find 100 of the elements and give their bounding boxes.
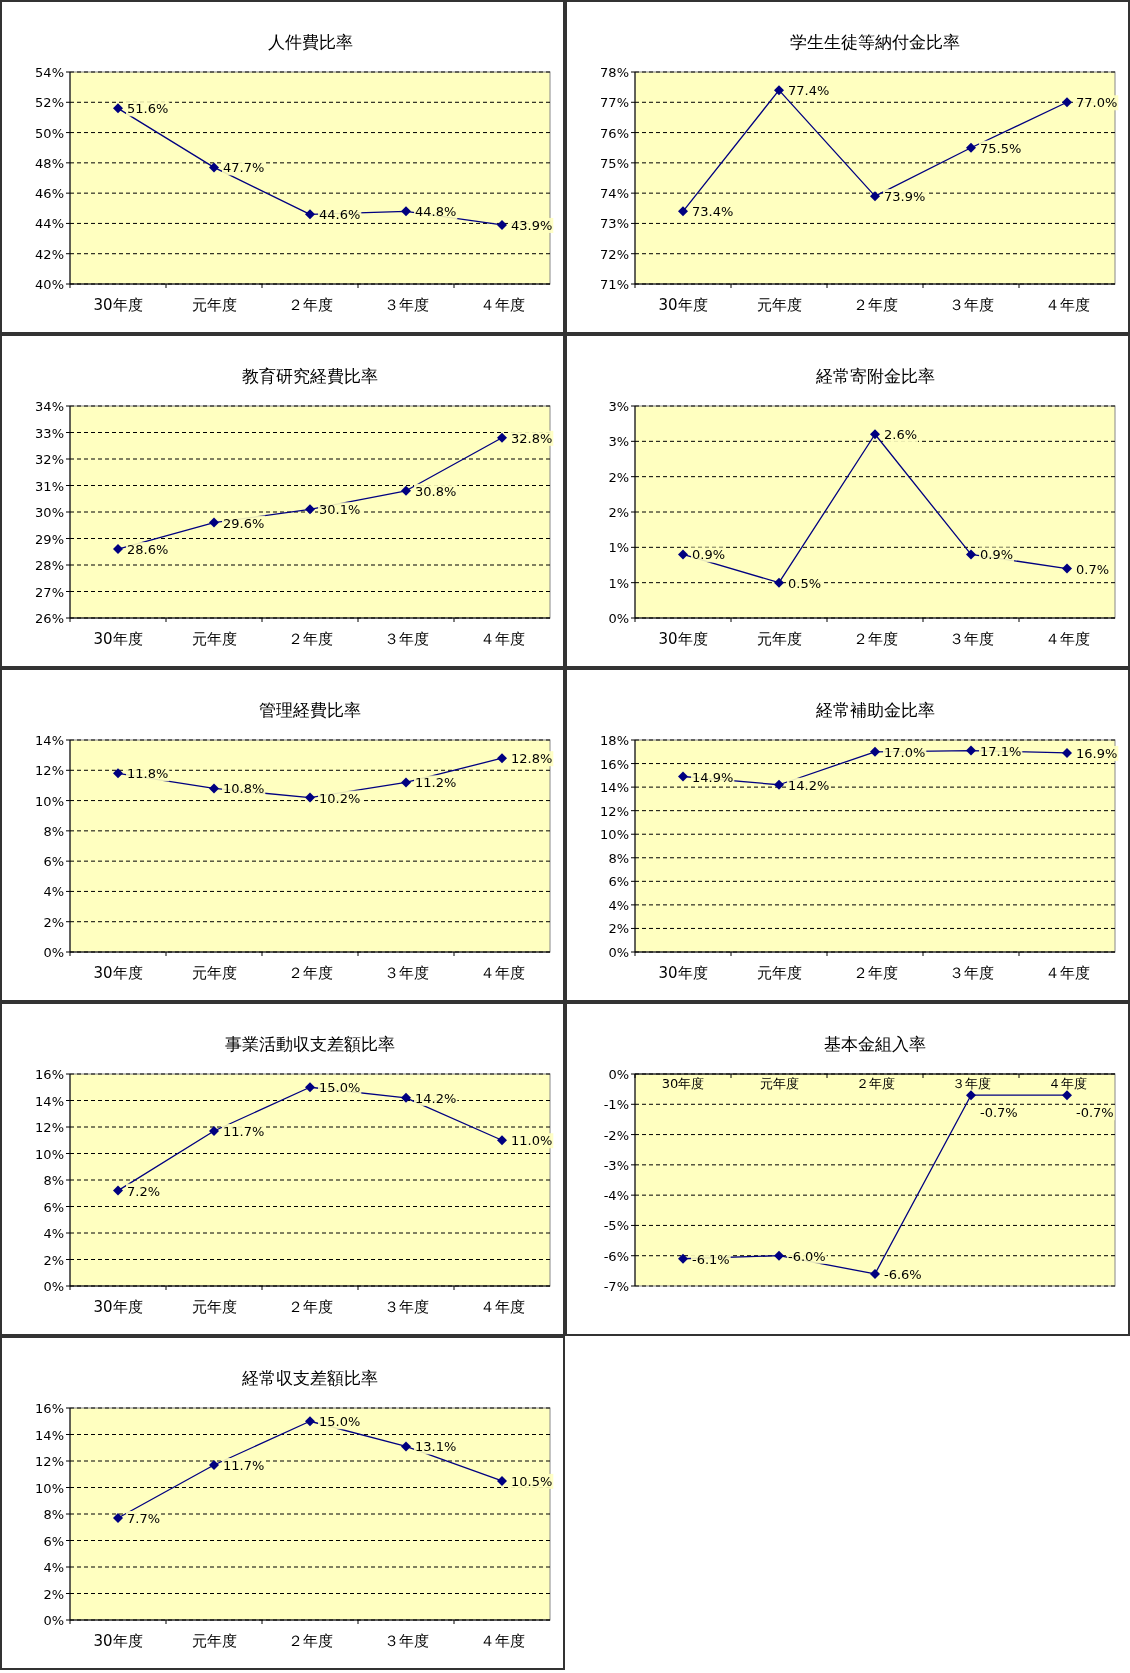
data-label: 12.8% xyxy=(511,751,553,767)
point xyxy=(870,191,880,202)
data-label: 75.5% xyxy=(980,140,1022,156)
point xyxy=(113,544,123,555)
point xyxy=(305,1416,315,1427)
data-label: 14.2% xyxy=(788,777,830,793)
data-label: 29.6% xyxy=(223,515,265,531)
data-label: 0.9% xyxy=(692,547,726,563)
y-tick-label: 74% xyxy=(600,186,629,202)
point xyxy=(497,1135,507,1146)
x-tick-label: 元年度 xyxy=(759,1076,799,1091)
x-tick-label: ４年度 xyxy=(479,630,525,648)
y-tick-label: 44% xyxy=(35,216,64,232)
y-tick-label: 18% xyxy=(600,733,629,748)
x-tick-label: 元年度 xyxy=(191,1632,237,1650)
point xyxy=(209,517,219,528)
x-tick-label: ３年度 xyxy=(951,1076,991,1091)
point xyxy=(209,1459,219,1470)
x-tick-label: 元年度 xyxy=(756,630,802,648)
y-tick-label: 50% xyxy=(35,125,64,141)
y-tick-label: 75% xyxy=(600,155,629,171)
y-tick-label: 54% xyxy=(35,65,64,80)
y-tick-label: 77% xyxy=(600,95,629,111)
data-label: 11.7% xyxy=(223,1457,265,1473)
y-tick-label: 71% xyxy=(600,277,629,292)
chart-title: 人件費比率 xyxy=(267,32,353,52)
point xyxy=(870,746,880,757)
y-tick-label: 0% xyxy=(43,1613,64,1628)
y-tick-label: -5% xyxy=(603,1218,629,1234)
y-tick-label: 6% xyxy=(43,1533,64,1549)
x-tick-label: 30年度 xyxy=(93,1298,143,1316)
y-tick-label: 34% xyxy=(35,399,64,414)
point xyxy=(1062,97,1072,108)
x-tick-label: ４年度 xyxy=(1044,296,1090,314)
y-tick-label: 33% xyxy=(35,425,64,441)
y-tick-label: 8% xyxy=(43,1173,64,1188)
point xyxy=(966,142,976,153)
data-label: 73.4% xyxy=(692,204,734,220)
data-label: 32.8% xyxy=(511,430,553,446)
y-tick-label: 46% xyxy=(35,186,64,202)
x-tick-label: ３年度 xyxy=(948,630,994,648)
x-tick-label: ４年度 xyxy=(1047,1076,1087,1091)
y-tick-label: 26% xyxy=(35,611,64,626)
x-tick-label: 元年度 xyxy=(756,296,802,314)
x-tick-label: ３年度 xyxy=(383,630,429,648)
data-label: 28.6% xyxy=(127,542,169,558)
point xyxy=(305,792,315,803)
y-tick-label: 8% xyxy=(43,1507,64,1522)
data-label: 44.8% xyxy=(415,204,457,220)
data-label: 30.1% xyxy=(319,502,361,518)
y-tick-label: 3% xyxy=(608,399,629,414)
y-tick-label: 2% xyxy=(608,469,629,485)
chart-title: 基本金組入率 xyxy=(824,1034,926,1054)
x-tick-label: ２年度 xyxy=(852,964,898,982)
x-tick-label: ２年度 xyxy=(852,630,898,648)
data-label: 43.9% xyxy=(511,217,553,233)
point xyxy=(401,1092,411,1103)
y-tick-label: 1% xyxy=(608,575,629,591)
data-label: 11.0% xyxy=(511,1133,553,1149)
point xyxy=(774,1250,784,1261)
point xyxy=(1062,563,1072,574)
y-tick-label: 14% xyxy=(35,1427,64,1443)
x-tick-label: 30年度 xyxy=(658,630,708,648)
y-tick-label: 10% xyxy=(35,793,64,809)
y-tick-label: -3% xyxy=(603,1157,629,1173)
data-label: 0.9% xyxy=(980,547,1014,563)
x-tick-label: ３年度 xyxy=(383,296,429,314)
point xyxy=(209,783,219,794)
point xyxy=(209,1125,219,1136)
data-label: 7.2% xyxy=(127,1183,161,1199)
y-tick-label: 10% xyxy=(600,827,629,843)
point xyxy=(401,206,411,217)
y-tick-label: -1% xyxy=(603,1097,629,1113)
data-label: 44.6% xyxy=(319,207,361,223)
y-tick-label: 0% xyxy=(608,945,629,960)
x-tick-label: 30年度 xyxy=(93,964,143,982)
y-tick-label: 12% xyxy=(35,763,64,779)
point xyxy=(966,745,976,756)
data-label: -6.1% xyxy=(692,1251,730,1267)
point xyxy=(1062,1090,1072,1101)
y-tick-label: 16% xyxy=(35,1067,64,1082)
x-tick-label: ３年度 xyxy=(383,1298,429,1316)
point xyxy=(774,577,784,588)
point xyxy=(401,1441,411,1452)
point xyxy=(497,219,507,230)
data-label: 0.7% xyxy=(1076,561,1110,577)
data-label: 7.7% xyxy=(127,1510,161,1526)
y-tick-label: 30% xyxy=(35,505,64,520)
x-tick-label: 元年度 xyxy=(191,630,237,648)
data-label: 10.2% xyxy=(319,790,361,806)
y-tick-label: 32% xyxy=(35,452,64,467)
point xyxy=(401,485,411,496)
y-tick-label: -4% xyxy=(603,1188,629,1204)
data-label: -6.0% xyxy=(788,1248,826,1264)
y-tick-label: 72% xyxy=(600,246,629,262)
y-tick-label: 0% xyxy=(43,945,64,960)
data-label: 17.0% xyxy=(884,744,926,760)
point xyxy=(305,1082,315,1093)
x-tick-label: ２年度 xyxy=(287,630,333,648)
y-tick-label: 0% xyxy=(608,1067,629,1082)
